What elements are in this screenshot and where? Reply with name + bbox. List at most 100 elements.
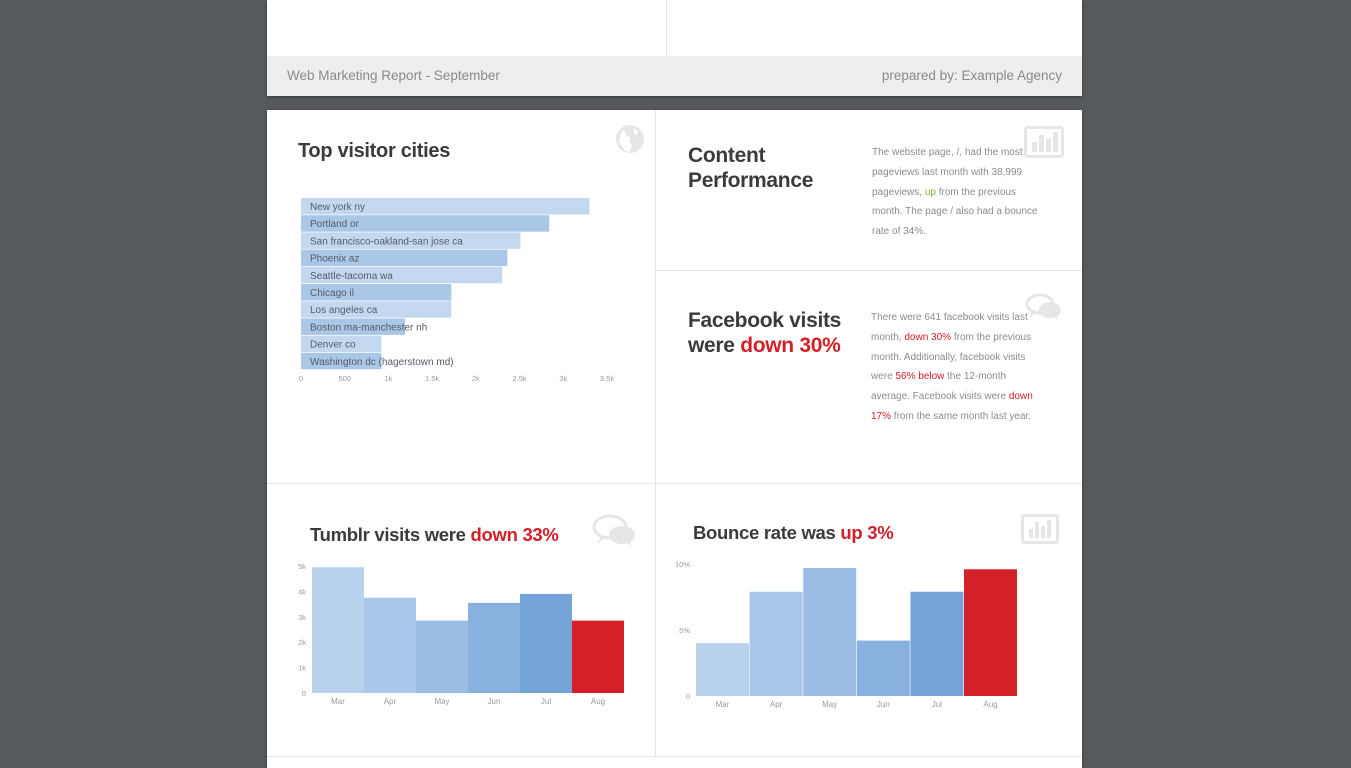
city-bar bbox=[301, 215, 550, 232]
content-title: Content Performance bbox=[688, 143, 813, 193]
content-title-line2: Performance bbox=[688, 169, 814, 192]
city-label: Los angeles ca bbox=[310, 305, 378, 316]
x-tick-label: 1.5k bbox=[425, 374, 439, 383]
x-tick-label: 3.5k bbox=[600, 374, 614, 383]
report-title: Web Marketing Report - September bbox=[287, 68, 500, 83]
bar-chart-icon bbox=[1021, 514, 1059, 544]
bounce-title-prefix: Bounce rate was bbox=[693, 522, 841, 543]
report-footer: Web Marketing Report - September prepare… bbox=[267, 56, 1082, 96]
city-label: Chicago il bbox=[310, 288, 354, 299]
row-divider bbox=[655, 270, 1082, 271]
x-tick-label: 0 bbox=[299, 374, 303, 383]
x-tick-label: 2k bbox=[472, 374, 480, 383]
facebook-title-highlight: down 30% bbox=[740, 334, 841, 357]
y-tick-label: 0 bbox=[686, 692, 690, 701]
city-label: Boston ma-manchester nh bbox=[310, 322, 427, 333]
report-page-previous: Web Marketing Report - September prepare… bbox=[267, 0, 1082, 96]
city-bar bbox=[301, 249, 508, 267]
facebook-title-line1: Facebook visits bbox=[688, 309, 842, 332]
bounce-title: Bounce rate was up 3% bbox=[693, 522, 894, 544]
month-bar bbox=[910, 591, 964, 696]
speech-bubbles-icon bbox=[592, 514, 635, 548]
month-bar bbox=[964, 569, 1017, 696]
speech-bubbles-icon bbox=[1025, 293, 1061, 322]
content-text-a: The website page, /, had the most pagevi… bbox=[872, 147, 1023, 198]
month-bar bbox=[572, 620, 624, 693]
x-tick-label: Mar bbox=[331, 697, 345, 706]
column-divider bbox=[655, 110, 656, 756]
facebook-highlight-3: down 17% bbox=[871, 391, 1033, 422]
y-tick-label: 0 bbox=[302, 689, 306, 698]
content-text-up: up bbox=[924, 186, 936, 198]
facebook-highlight-1: down 30% bbox=[904, 331, 952, 343]
prepared-by: prepared by: Example Agency bbox=[881, 68, 1062, 83]
month-bar bbox=[803, 567, 857, 696]
city-label: Seattle-tacoma wa bbox=[310, 271, 393, 282]
y-tick-label: 4k bbox=[298, 587, 306, 596]
row-divider bbox=[267, 756, 1082, 757]
x-tick-label: Jul bbox=[932, 700, 942, 709]
month-bar bbox=[856, 640, 910, 696]
x-tick-label: Aug bbox=[983, 700, 997, 709]
bar-chart-icon bbox=[1024, 126, 1064, 158]
content-title-line1: Content bbox=[688, 144, 766, 167]
city-label: New york ny bbox=[310, 202, 365, 213]
x-tick-label: Jun bbox=[877, 700, 890, 709]
city-bar bbox=[301, 284, 452, 301]
city-label: Phoenix az bbox=[310, 254, 359, 265]
facebook-text-4: from the same month last year. bbox=[891, 410, 1032, 422]
y-tick-label: 1k bbox=[298, 664, 306, 673]
content-text-b: from the previous month. The page / also… bbox=[872, 186, 1038, 238]
city-label: Portland or bbox=[310, 219, 360, 230]
x-tick-label: Apr bbox=[384, 697, 397, 706]
facebook-text: There were 641 facebook visits last mont… bbox=[871, 308, 1043, 427]
globe-icon bbox=[616, 125, 644, 153]
tumblr-title-prefix: Tumblr visits were bbox=[310, 524, 471, 545]
city-bar bbox=[301, 335, 382, 353]
city-bar bbox=[301, 198, 590, 215]
tumblr-bar-chart: 0 1k 2k 3k 4k 5k Mar Apr May Jun Jul Aug bbox=[298, 562, 624, 706]
x-tick-label: Jun bbox=[488, 697, 501, 706]
x-tick-label: Mar bbox=[716, 700, 730, 709]
city-bar bbox=[301, 318, 406, 335]
facebook-title: Facebook visits were down 30% bbox=[688, 308, 841, 358]
tumblr-title-highlight: down 33% bbox=[470, 524, 559, 545]
month-bar bbox=[520, 593, 572, 693]
city-bar bbox=[301, 266, 503, 284]
y-tick-label: 5k bbox=[298, 562, 306, 571]
x-tick-label: 500 bbox=[338, 374, 351, 383]
facebook-text-2: from the previous month. Additionally, f… bbox=[871, 331, 1032, 383]
x-tick-label: Aug bbox=[591, 697, 605, 706]
month-bar bbox=[364, 597, 416, 693]
facebook-text-3: the 12-month average. Facebook visits we… bbox=[871, 371, 1009, 403]
report-page: Top visitor cities New york ny Portland o… bbox=[267, 110, 1082, 768]
month-bar bbox=[749, 591, 803, 696]
month-bar bbox=[416, 620, 468, 693]
x-tick-label: May bbox=[822, 700, 837, 709]
x-tick-label: Jul bbox=[541, 697, 551, 706]
city-bar bbox=[301, 352, 382, 370]
y-tick-label: 2k bbox=[298, 638, 306, 647]
cities-bar-chart: New york ny Portland or San francisco-oakl… bbox=[299, 198, 614, 383]
tumblr-title: Tumblr visits were down 33% bbox=[310, 524, 559, 546]
x-tick-label: May bbox=[434, 697, 449, 706]
facebook-title-prefix: were bbox=[688, 334, 741, 357]
y-tick-label: 10% bbox=[675, 560, 690, 569]
facebook-title-line2: were down 30% bbox=[688, 333, 841, 358]
column-divider bbox=[666, 0, 667, 56]
row-divider bbox=[267, 483, 1082, 484]
x-tick-label: 1k bbox=[384, 374, 392, 383]
x-tick-label: 2.5k bbox=[512, 374, 526, 383]
y-tick-label: 3k bbox=[298, 613, 306, 622]
facebook-highlight-2: 56% below bbox=[895, 371, 945, 383]
month-bar bbox=[312, 567, 364, 693]
city-label: San francisco-oakland-san jose ca bbox=[310, 236, 463, 247]
bounce-bar-chart: 0 5% 10% Mar Apr May Jun Jul Aug bbox=[675, 560, 1017, 709]
month-bar bbox=[696, 643, 749, 696]
month-bar bbox=[468, 602, 520, 693]
content-text: The website page, /, had the most pagevi… bbox=[872, 143, 1044, 242]
x-tick-label: 3k bbox=[559, 374, 567, 383]
x-tick-label: Apr bbox=[770, 700, 783, 709]
bounce-title-highlight: up 3% bbox=[840, 522, 894, 543]
city-label: Denver co bbox=[310, 340, 356, 351]
